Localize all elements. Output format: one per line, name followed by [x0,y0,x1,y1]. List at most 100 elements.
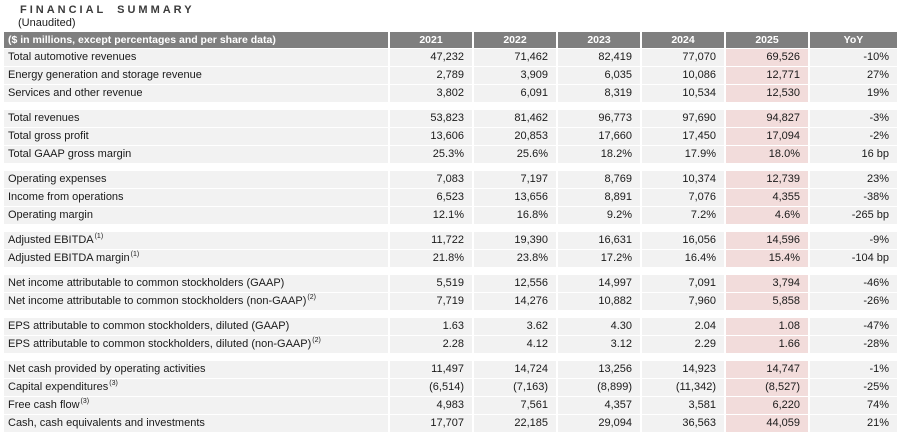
cell-yoy: 27% [809,66,897,85]
cell-2025: 94,827 [725,110,810,128]
row-label-text: Total gross profit [8,130,89,142]
spacer-row [4,102,897,110]
table-header-row: ($ in millions, except percentages and p… [4,32,897,49]
cell-yoy: -47% [809,318,897,336]
cell-2021: 2.28 [389,335,474,354]
cell-2023: 9.2% [557,206,642,225]
cell-2021: 53,823 [389,110,474,128]
row-label: Free cash flow(3) [4,396,390,415]
cell-2022: 19,390 [473,232,558,250]
table-row: Free cash flow(3) 4,983 7,561 4,357 3,581 6,2… [4,396,897,415]
table-row: Cash, cash equivalents and investments 17… [4,414,897,433]
row-label: EPS attributable to common stockholders,… [4,318,390,336]
row-label: Total automotive revenues [4,48,390,67]
cell-2024: (11,342) [641,378,726,397]
cell-2023: 4.30 [557,318,642,336]
cell-2022: 3.62 [473,318,558,336]
cell-2022: 25.6% [473,145,558,164]
cell-2023: 13,256 [557,361,642,379]
cell-yoy: 74% [809,396,897,415]
header-year-2023: 2023 [557,32,642,49]
spacer-row [4,310,897,318]
cell-2023: 29,094 [557,414,642,433]
header-year-2022: 2022 [473,32,558,49]
cell-2022: 23.8% [473,249,558,268]
row-label: Services and other revenue [4,84,390,103]
row-label: Energy generation and storage revenue [4,66,390,85]
cell-yoy: -9% [809,232,897,250]
row-label: Net income attributable to common stockh… [4,292,390,311]
row-label-text: Net income attributable to common stockh… [8,277,285,289]
table-row: Total automotive revenues 47,232 71,462 82,… [4,48,897,67]
cell-2024: 97,690 [641,110,726,128]
cell-yoy: -3% [809,110,897,128]
cell-yoy: -38% [809,188,897,207]
table-row: Capital expenditures(3) (6,514) (7,163) (8,… [4,378,897,397]
cell-2023: 96,773 [557,110,642,128]
table-row: Operating margin 12.1% 16.8% 9.2% 7.2% 4.6% -2… [4,206,897,225]
cell-2023: 8,319 [557,84,642,103]
row-label-text: Adjusted EBITDA margin [8,252,130,264]
row-label: Net income attributable to common stockh… [4,275,390,293]
cell-2025: 15.4% [725,249,810,268]
spacer-cell [4,224,897,232]
cell-2022: 71,462 [473,48,558,67]
cell-2025: 12,530 [725,84,810,103]
spacer-row [4,163,897,171]
cell-2023: 6,035 [557,66,642,85]
cell-2025: 6,220 [725,396,810,415]
cell-2021: 1.63 [389,318,474,336]
spacer-cell [4,102,897,110]
cell-2024: 17.9% [641,145,726,164]
cell-2023: 16,631 [557,232,642,250]
cell-2024: 2.29 [641,335,726,354]
row-label: Net cash provided by operating activitie… [4,361,390,379]
cell-2025: 18.0% [725,145,810,164]
cell-2022: 6,091 [473,84,558,103]
cell-2021: 13,606 [389,127,474,146]
cell-2021: 11,722 [389,232,474,250]
row-label-text: Energy generation and storage revenue [8,69,202,81]
cell-2025: 1.66 [725,335,810,354]
row-label-text: Income from operations [8,191,124,203]
spacer-cell [4,353,897,361]
table-row: Operating expenses 7,083 7,197 8,769 10,374 1… [4,171,897,189]
row-label: Operating margin [4,206,390,225]
table-row: Adjusted EBITDA margin(1) 21.8% 23.8% 17.2%… [4,249,897,268]
cell-2021: 4,983 [389,396,474,415]
cell-2024: 16.4% [641,249,726,268]
cell-2021: 12.1% [389,206,474,225]
cell-2023: 17.2% [557,249,642,268]
cell-2021: 47,232 [389,48,474,67]
table-row: Energy generation and storage revenue 2,7… [4,66,897,85]
table-row: Net income attributable to common stockh… [4,275,897,293]
table-row: Services and other revenue 3,802 6,091 8,31… [4,84,897,103]
financial-summary-table: ($ in millions, except percentages and p… [4,32,897,433]
cell-2023: 3.12 [557,335,642,354]
cell-2025: 17,094 [725,127,810,146]
row-label-text: Adjusted EBITDA [8,234,94,246]
cell-2023: 18.2% [557,145,642,164]
cell-2024: 10,374 [641,171,726,189]
spacer-row [4,224,897,232]
cell-2021: 17,707 [389,414,474,433]
subtitle-unaudited: (Unaudited) [18,17,76,29]
cell-2023: 14,997 [557,275,642,293]
row-label-text: Total revenues [8,112,80,124]
cell-2024: 16,056 [641,232,726,250]
cell-2023: 8,769 [557,171,642,189]
cell-yoy: -46% [809,275,897,293]
cell-2022: 16.8% [473,206,558,225]
cell-2024: 10,086 [641,66,726,85]
cell-2021: 25.3% [389,145,474,164]
cell-2025: 12,771 [725,66,810,85]
row-label-text: EPS attributable to common stockholders,… [8,338,312,350]
cell-yoy: 21% [809,414,897,433]
cell-2022: 14,276 [473,292,558,311]
cell-yoy: -26% [809,292,897,311]
row-label: Total gross profit [4,127,390,146]
cell-2024: 2.04 [641,318,726,336]
cell-2025: 12,739 [725,171,810,189]
footnote-marker: (1) [130,251,140,259]
footnote-marker: (2) [307,294,316,302]
